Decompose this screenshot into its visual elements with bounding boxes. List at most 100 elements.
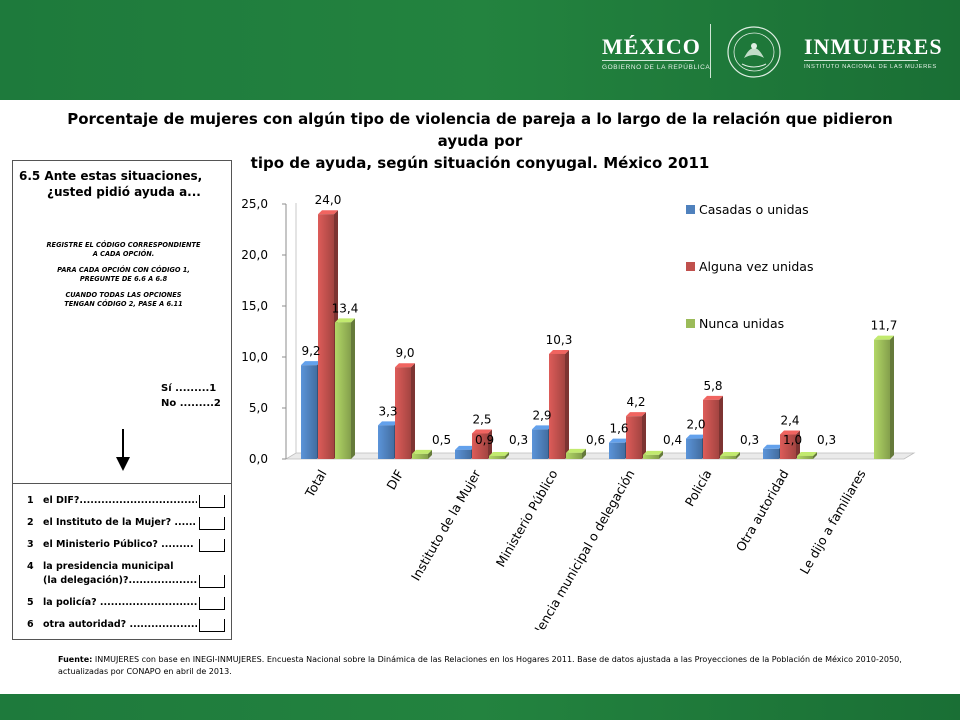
x-category-label: Ministerio Público [493,467,561,569]
questionnaire-item-number: 1 [27,495,34,506]
bar [395,363,415,459]
questionnaire-item-number: 5 [27,597,34,608]
data-label: 1,0 [783,433,802,447]
questionnaire-item: 6 otra autoridad? ..................... [13,619,231,633]
data-label: 9,2 [301,344,320,358]
questionnaire-item-text: el Instituto de la Mujer? ...... [43,517,197,528]
data-label: 24,0 [315,193,342,207]
questionnaire-item: 4 la presidencia municipal [13,561,231,575]
answer-box [199,575,225,588]
data-label: 1,6 [609,422,628,436]
question-text: 6.5 Ante estas situaciones, [19,169,203,183]
legend-label: Casadas o unidas [699,202,809,217]
inmujeres-logo-rule [804,60,918,61]
questionnaire-item-text: la policía? ............................ [43,597,197,608]
x-category-label: Le dijo a familiares [797,467,869,577]
data-label: 2,5 [472,413,491,427]
inmujeres-logo-title: INMUJERES [804,34,943,59]
legend-entry: Alguna vez unidas [686,259,813,274]
instruction-3: PARA CADA OPCIÓN CON CÓDIGO 1, [57,266,190,274]
questionnaire-item-text: el Ministerio Público? ......... [43,539,194,550]
x-axis-categories: Total DIF Instituto de la Mujer Ministerio … [302,466,869,630]
bar [335,318,355,459]
bar [566,448,586,459]
instruction-2: A CADA OPCIÓN. [92,250,155,258]
questionnaire-item-text: la presidencia municipal [43,561,174,572]
arrow-down-icon [116,429,130,471]
legend-swatch [686,262,695,271]
y-tick-label: 0,0 [249,452,268,466]
questionnaire-item-text: (la delegación)?..................... [43,575,197,586]
legend-swatch [686,205,695,214]
data-label: 0,6 [586,433,605,447]
data-label: 0,9 [475,433,494,447]
header-banner: MÉXICO GOBIERNO DE LA REPÚBLICA INMUJERE… [0,0,960,100]
data-label: 4,2 [626,395,645,409]
bar [780,430,800,459]
data-labels: 9,2 24,0 13,4 3,3 9,0 0,5 0,9 2,5 0,3 2,9 10,3 0,6 1… [301,193,897,447]
questionnaire-excerpt: 6.5 Ante estas situaciones, ¿usted pidió… [12,160,232,640]
legend-entry: Casadas o unidas [686,202,809,217]
data-label: 10,3 [546,333,573,347]
data-label: 0,4 [663,433,682,447]
questionnaire-item-text: el DIF?.................................… [43,495,197,506]
x-category-label: DIF [383,467,406,492]
data-label: 3,3 [378,404,397,418]
legend-label: Alguna vez unidas [699,259,813,274]
footer-banner [0,694,960,720]
data-label: 0,5 [432,433,451,447]
data-label: 9,0 [395,346,414,360]
x-category-label: Policía [682,467,715,509]
data-label: 0,3 [740,433,759,447]
bar [472,429,492,459]
mexico-logo-subtitle: GOBIERNO DE LA REPÚBLICA [602,64,711,71]
legend: Casadas o unidas Alguna vez unidas Nunca u… [686,202,813,331]
questionnaire-item-text: otra autoridad? ..................... [43,619,197,630]
data-label: 2,9 [532,408,551,422]
data-label: 2,4 [780,414,799,428]
answer-no: No .........2 [161,398,221,409]
questionnaire-divider [13,483,231,484]
instruction-1: REGISTRE EL CÓDIGO CORRESPONDIENTE [46,241,201,249]
answer-box [199,597,225,610]
y-tick-label: 20,0 [241,248,268,262]
answer-box [199,517,225,530]
bar [874,335,894,459]
questionnaire-item-number: 2 [27,517,34,528]
national-seal-icon [727,26,781,78]
questionnaire-item: 2 el Instituto de la Mujer? ...... [13,517,231,531]
source-text: INMUJERES con base en INEGI-INMUJERES. E… [58,655,902,676]
mexico-logo-title: MÉXICO [602,34,701,59]
y-tick-label: 5,0 [249,401,268,415]
bar [720,451,740,459]
data-label: 0,3 [509,433,528,447]
questionnaire-item: 5 la policía? ...........................… [13,597,231,611]
bar [489,451,509,459]
instruction-4: PREGUNTE DE 6.6 A 6.8 [79,275,168,283]
data-label: 0,3 [817,433,836,447]
y-tick-label: 15,0 [241,299,268,313]
mexico-logo-rule [602,60,694,61]
bar [412,449,432,459]
bar-chart: 0,0 5,0 10,0 15,0 20,0 25,0 9,2 24,0 13,4 3,3 9,0… [241,193,916,630]
data-label: 13,4 [332,301,359,315]
chart-title: Porcentaje de mujeres con algún tipo de … [40,108,920,174]
bar [626,412,646,459]
answer-box [199,619,225,632]
chart-title-line2: tipo de ayuda, según situación conyugal.… [250,154,710,172]
legend-swatch [686,319,695,328]
answer-si: Sí .........1 [161,383,217,394]
legend-label: Nunca unidas [699,316,784,331]
source-note: Fuente: INMUJERES con base en INEGI-INMU… [58,654,904,678]
questionnaire-item-number: 6 [27,619,34,630]
bars [301,210,894,459]
data-label: 2,0 [686,418,705,432]
question-text-2: ¿usted pidió ayuda a... [47,185,201,199]
questionnaire-item: 1 el DIF?................................… [13,495,231,509]
legend-entry: Nunca unidas [686,316,784,331]
inmujeres-logo-subtitle: INSTITUTO NACIONAL DE LAS MUJERES [804,64,937,70]
questionnaire-item-number: 3 [27,539,34,550]
bar [797,451,817,459]
instruction-6: TENGAN CÓDIGO 2, PASE A 6.11 [64,300,183,308]
answer-box [199,495,225,508]
